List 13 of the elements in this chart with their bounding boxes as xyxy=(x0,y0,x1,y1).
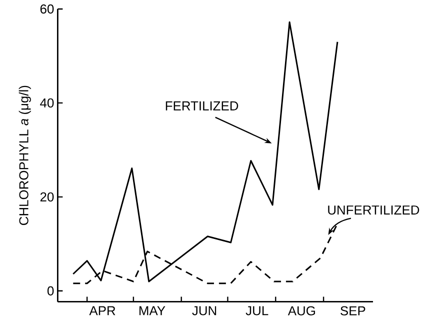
y-tick-label: 0 xyxy=(47,286,54,296)
y-axis-title: CHLOROPHYLL a (μg/l) xyxy=(18,86,31,225)
y-tick-label: 20 xyxy=(40,192,54,202)
x-tick-label: AUG xyxy=(288,306,315,316)
x-tick-label: JUL xyxy=(246,306,268,316)
annotation: FERTILIZED xyxy=(166,101,238,110)
x-tick-label: APR xyxy=(89,306,116,316)
y-tick-label: 40 xyxy=(40,98,54,108)
x-tick-label: SEP xyxy=(340,306,366,316)
x-tick-label: MAY xyxy=(139,306,166,316)
x-tick-label: JUN xyxy=(192,306,216,316)
annotation: UNFERTILIZED xyxy=(328,206,420,215)
y-tick-label: 60 xyxy=(40,4,54,14)
